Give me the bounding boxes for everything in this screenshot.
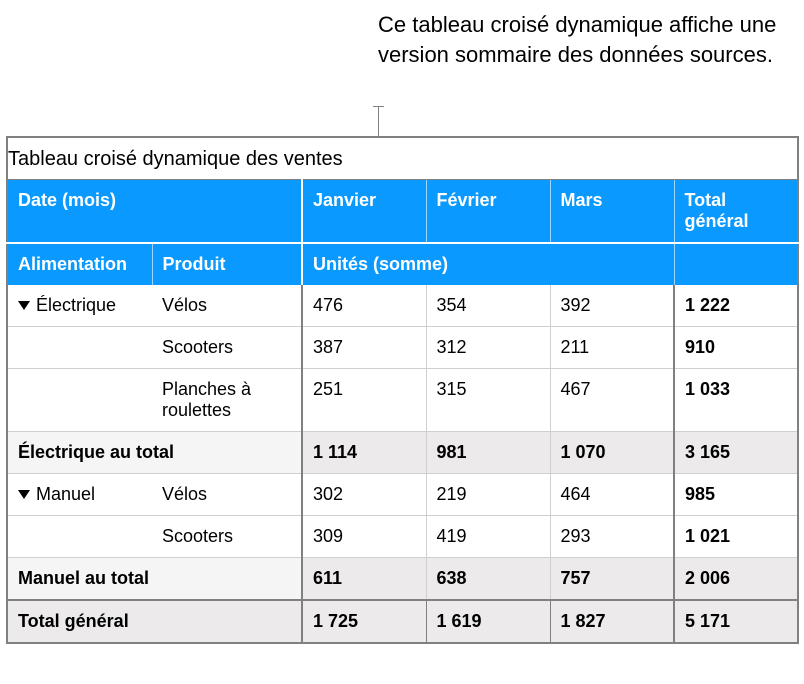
value-cell: 387 bbox=[302, 327, 426, 369]
grand-total-total-cell: 5 171 bbox=[674, 600, 798, 643]
subtotal-label: Électrique au total bbox=[7, 432, 302, 474]
header-produit: Produit bbox=[152, 243, 302, 285]
group-spacer bbox=[7, 327, 152, 369]
group-toggle[interactable]: Électrique bbox=[7, 285, 152, 327]
value-cell: 211 bbox=[550, 327, 674, 369]
value-cell: 315 bbox=[426, 369, 550, 432]
chevron-down-icon bbox=[18, 490, 30, 499]
value-cell: 392 bbox=[550, 285, 674, 327]
value-cell: 476 bbox=[302, 285, 426, 327]
group-spacer bbox=[7, 369, 152, 432]
pivot-table: Tableau croisé dynamique des ventes Date… bbox=[6, 136, 799, 644]
row-total-cell: 985 bbox=[674, 474, 798, 516]
subtotal-cell: 611 bbox=[302, 558, 426, 601]
subtotal-cell: 1 114 bbox=[302, 432, 426, 474]
grand-total-label: Total général bbox=[7, 600, 302, 643]
group-spacer bbox=[7, 516, 152, 558]
subtotal-total-cell: 3 165 bbox=[674, 432, 798, 474]
value-cell: 464 bbox=[550, 474, 674, 516]
group-name: Manuel bbox=[36, 484, 95, 504]
header-date-label: Date (mois) bbox=[7, 180, 302, 244]
header-blank bbox=[674, 243, 798, 285]
header-month: Mars bbox=[550, 180, 674, 244]
value-cell: 251 bbox=[302, 369, 426, 432]
header-grand-total-col: Total général bbox=[674, 180, 798, 244]
subtotal-cell: 981 bbox=[426, 432, 550, 474]
value-cell: 419 bbox=[426, 516, 550, 558]
caption-leader-line bbox=[378, 106, 379, 136]
product-cell: Vélos bbox=[152, 285, 302, 327]
row-total-cell: 1 021 bbox=[674, 516, 798, 558]
row-total-cell: 910 bbox=[674, 327, 798, 369]
row-total-cell: 1 222 bbox=[674, 285, 798, 327]
header-alimentation: Alimentation bbox=[7, 243, 152, 285]
subtotal-cell: 1 070 bbox=[550, 432, 674, 474]
product-cell: Scooters bbox=[152, 327, 302, 369]
product-cell: Planches à roulettes bbox=[152, 369, 302, 432]
subtotal-label: Manuel au total bbox=[7, 558, 302, 601]
product-cell: Vélos bbox=[152, 474, 302, 516]
subtotal-cell: 638 bbox=[426, 558, 550, 601]
header-units: Unités (somme) bbox=[302, 243, 674, 285]
row-total-cell: 1 033 bbox=[674, 369, 798, 432]
group-name: Électrique bbox=[36, 295, 116, 315]
header-month: Janvier bbox=[302, 180, 426, 244]
value-cell: 219 bbox=[426, 474, 550, 516]
value-cell: 302 bbox=[302, 474, 426, 516]
grand-total-cell: 1 619 bbox=[426, 600, 550, 643]
header-month: Février bbox=[426, 180, 550, 244]
product-cell: Scooters bbox=[152, 516, 302, 558]
value-cell: 312 bbox=[426, 327, 550, 369]
value-cell: 293 bbox=[550, 516, 674, 558]
grand-total-cell: 1 827 bbox=[550, 600, 674, 643]
chevron-down-icon bbox=[18, 301, 30, 310]
table-title: Tableau croisé dynamique des ventes bbox=[7, 137, 798, 180]
grand-total-cell: 1 725 bbox=[302, 600, 426, 643]
group-toggle[interactable]: Manuel bbox=[7, 474, 152, 516]
value-cell: 309 bbox=[302, 516, 426, 558]
value-cell: 467 bbox=[550, 369, 674, 432]
figure-caption: Ce tableau croisé dynamique affiche une … bbox=[378, 10, 788, 69]
value-cell: 354 bbox=[426, 285, 550, 327]
subtotal-total-cell: 2 006 bbox=[674, 558, 798, 601]
subtotal-cell: 757 bbox=[550, 558, 674, 601]
